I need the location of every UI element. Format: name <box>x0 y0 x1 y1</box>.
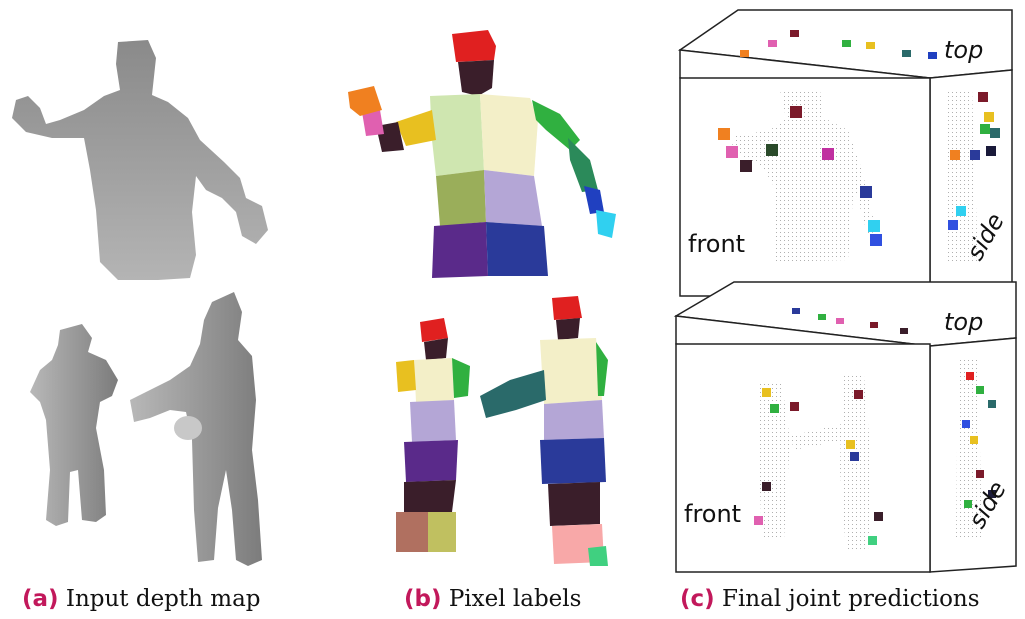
caption-a-tag: (a) <box>22 586 59 612</box>
pixel-labels-top <box>348 30 616 278</box>
depth-map-bottom <box>30 292 262 566</box>
pixel-labels-bottom <box>396 296 608 566</box>
front-view-label: front <box>688 230 745 258</box>
joints-top-view-2 <box>792 308 908 334</box>
caption-c: (c) Final joint predictions <box>680 586 980 612</box>
top-view-label: top <box>944 36 983 64</box>
caption-c-tag: (c) <box>680 586 715 612</box>
joint-box-bottom: top front side <box>673 281 1017 573</box>
caption-a: (a) Input depth map <box>22 586 261 612</box>
caption-a-text: Input depth map <box>65 586 261 612</box>
figure: top front side <box>12 9 1017 573</box>
depth-map-top <box>12 40 268 280</box>
joints-top-view <box>740 30 937 59</box>
joints-front-view-2 <box>754 388 883 545</box>
front-view-label-2: front <box>684 500 741 528</box>
joints-front-view <box>718 106 882 246</box>
caption-c-text: Final joint predictions <box>721 586 980 612</box>
caption-b-tag: (b) <box>404 586 442 612</box>
caption-b-text: Pixel labels <box>448 586 582 612</box>
joints-side-view-2 <box>962 372 996 508</box>
joints-side-view <box>948 92 1000 230</box>
top-view-label-2: top <box>944 308 983 336</box>
caption-b: (b) Pixel labels <box>404 586 581 612</box>
joint-box-top: top front side <box>677 9 1013 297</box>
